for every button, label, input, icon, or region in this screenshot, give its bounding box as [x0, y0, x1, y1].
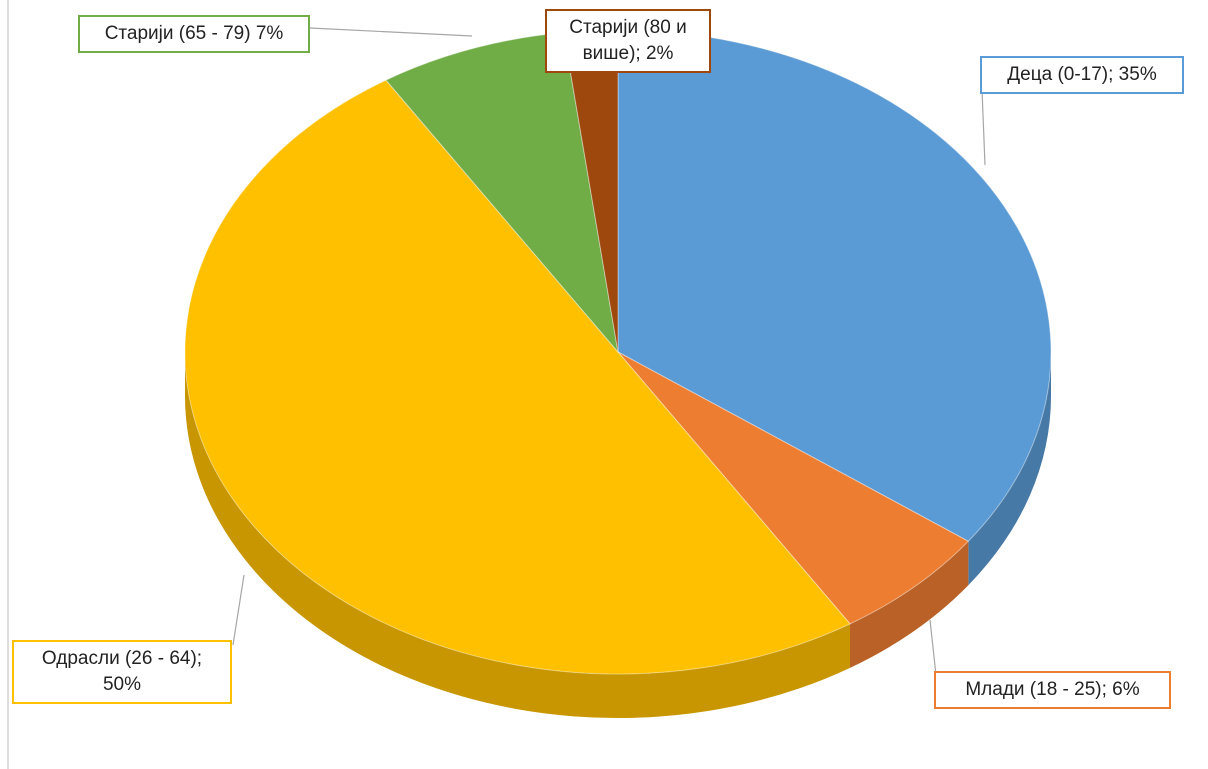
data-label: Деца (0-17); 35%: [980, 56, 1184, 94]
slice-side: [184, 352, 851, 719]
leader-line: [929, 619, 937, 676]
data-label: Старији (80 и више); 2%: [545, 9, 711, 73]
slice: [617, 351, 970, 625]
leader-line: [309, 27, 473, 37]
data-label: Млади (18 - 25); 6%: [934, 671, 1171, 709]
slice-side-shade: [184, 352, 851, 719]
slice: [617, 29, 1052, 542]
slice: [184, 79, 851, 675]
slice-side: [968, 352, 1051, 586]
slice-side: [850, 541, 969, 668]
slice-side-shade: [850, 541, 969, 668]
data-label: Одрасли (26 - 64); 50%: [12, 640, 232, 704]
data-label: Старији (65 - 79) 7%: [78, 15, 310, 53]
leader-line: [981, 89, 986, 166]
slice-side-shade: [968, 352, 1051, 586]
leader-line: [232, 574, 245, 646]
